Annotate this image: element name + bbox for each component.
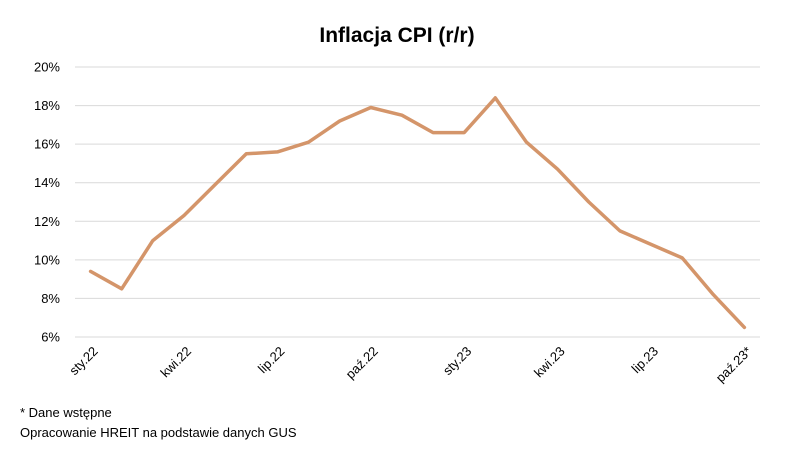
y-tick-label: 14% <box>34 175 60 190</box>
x-tick-label: paź.22 <box>343 344 381 382</box>
y-tick-label: 8% <box>41 291 60 306</box>
y-axis: 6% 8% 10% 12% 14% 16% 18% 20% <box>34 60 60 345</box>
x-tick-label: kwi.23 <box>531 344 568 381</box>
x-tick-label: lip.23 <box>629 344 662 377</box>
y-tick-label: 18% <box>34 98 60 113</box>
x-tick-label: lip.22 <box>255 344 288 377</box>
x-tick-label: sty.22 <box>66 344 100 378</box>
series-layer <box>88 96 747 330</box>
y-tick-label: 12% <box>34 214 60 229</box>
series-line-cpi <box>88 96 747 330</box>
x-tick-label: sty.23 <box>440 344 474 378</box>
y-tick-label: 20% <box>34 60 60 75</box>
y-tick-label: 6% <box>41 330 60 345</box>
y-tick-label: 16% <box>34 137 60 152</box>
footnote-source: Opracowanie HREIT na podstawie danych GU… <box>20 425 297 440</box>
chart-title: Inflacja CPI (r/r) <box>319 24 474 47</box>
x-tick-label: paź.23* <box>713 344 755 386</box>
x-axis: sty.22 kwi.22 lip.22 paź.22 sty.23 kwi.23 lip.… <box>66 344 754 386</box>
x-tick-label: kwi.22 <box>157 344 194 381</box>
grid <box>75 66 760 338</box>
y-tick-label: 10% <box>34 252 60 267</box>
footnote-preliminary: * Dane wstępne <box>20 405 112 420</box>
